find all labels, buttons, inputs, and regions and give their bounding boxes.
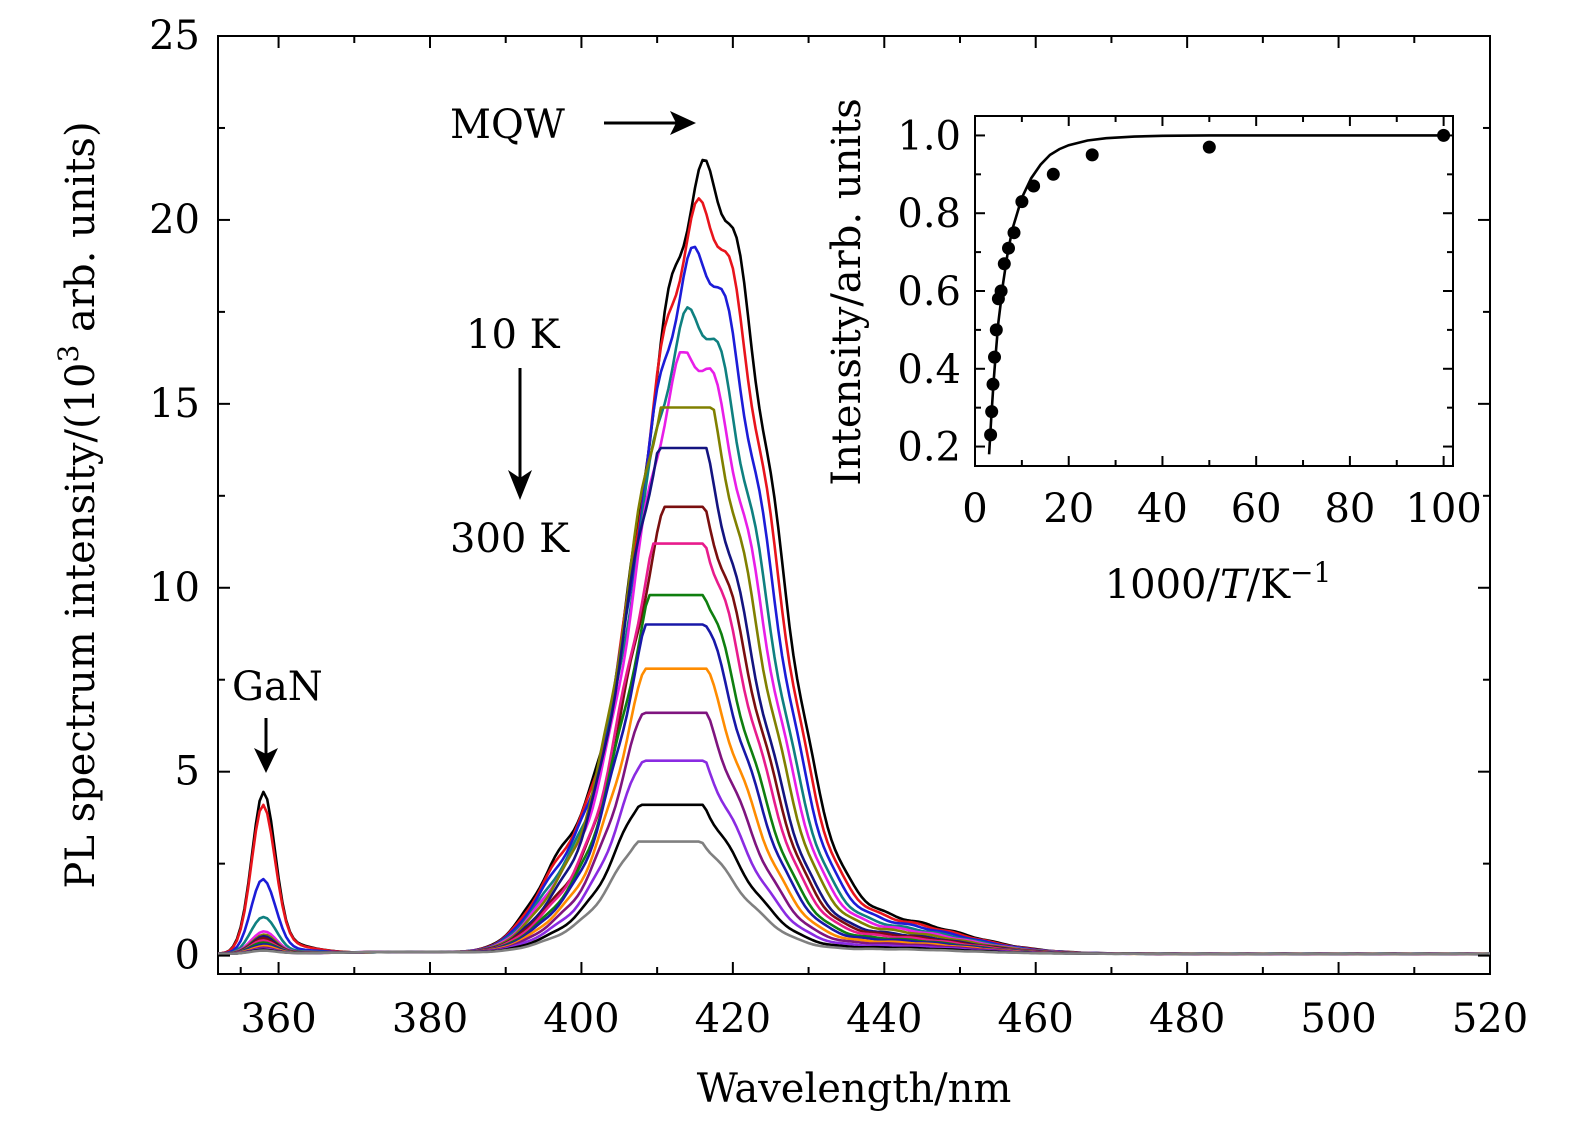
inset-y-tick-label: 0.4 [897, 347, 961, 393]
main-x-tick-label: 420 [695, 996, 771, 1042]
spectrum-line-120k [217, 446, 1490, 956]
inset-data-point [1202, 140, 1216, 154]
inset-plot-frame [974, 115, 1454, 467]
main-y-tick-label: 0 [175, 933, 200, 979]
inset-data-point [1007, 226, 1021, 240]
main-y-axis-title-sup: 3 [52, 345, 85, 363]
temp-low-label: 300 K [450, 516, 570, 562]
spectrum-line-300k [218, 840, 1491, 956]
inset-x-axis-title: 1000/T/K−1 [1105, 556, 1332, 608]
inset-data-point [988, 350, 1001, 364]
inset-y-tick-label: 0.6 [897, 269, 961, 315]
main-y-tick-label: 25 [149, 13, 200, 59]
main-y-ticks: 0 5 10 15 20 25 [149, 13, 1490, 979]
inset-x-tick-label: 40 [1137, 486, 1188, 532]
inset-y-ticks: 0.2 0.4 0.6 0.8 1.0 [897, 113, 1453, 471]
inset-x-tick-label: 20 [1043, 486, 1094, 532]
main-y-axis-title: PL spectrum intensity/(103 arb. units) [52, 121, 104, 888]
inset-data-point [1002, 241, 1015, 255]
spectrum-line-180k [218, 593, 1490, 956]
inset-x-title-var: T [1220, 562, 1250, 608]
main-x-tick-label: 460 [998, 996, 1074, 1042]
main-x-tick-label: 400 [543, 996, 619, 1042]
inset-x-ticks: 0 20 40 60 80 100 [962, 116, 1482, 532]
inset-data-point [1085, 148, 1099, 162]
inset-y-tick-label: 0.2 [897, 425, 961, 471]
inset-x-tick-label: 60 [1231, 486, 1282, 532]
spectrum-line-100k [218, 406, 1490, 956]
main-y-tick-label: 20 [149, 197, 200, 243]
main-x-tick-label: 440 [846, 996, 922, 1042]
main-y-axis-title-main: PL spectrum intensity/(10 [58, 363, 104, 889]
inset-data-point [1015, 195, 1029, 209]
main-y-tick-label: 15 [149, 381, 200, 427]
main-x-ticks: 360 380 400 420 440 460 480 500 520 [239, 36, 1528, 1042]
inset-x-tick-label: 0 [962, 486, 987, 532]
inset-data-point [1027, 179, 1041, 193]
inset-chart: 0 20 40 60 80 100 0.20.40.60.81.0 1000/T/K−1 … [824, 98, 1482, 608]
main-x-tick-label: 500 [1300, 996, 1376, 1042]
main-y-tick-label: 5 [175, 749, 200, 795]
inset-data-point [984, 428, 998, 442]
inset-data-point [997, 257, 1011, 271]
inset-y-tick-label: 1.0 [897, 113, 961, 159]
temp-arrow [508, 368, 532, 500]
inset-y-axis-title: Intensity/arb. units [824, 98, 870, 485]
main-series-group [217, 158, 1491, 956]
main-y-axis-title-tail: arb. units) [58, 121, 104, 344]
main-x-tick-label: 520 [1452, 996, 1528, 1042]
main-x-axis-title: Wavelength/nm [697, 1066, 1012, 1112]
inset-x-tick-label: 100 [1405, 486, 1481, 532]
inset-y-tick-label: 0.8 [897, 191, 961, 237]
main-x-tick-label: 480 [1149, 996, 1225, 1042]
inset-data-point [985, 405, 999, 419]
mqw-arrow [604, 111, 696, 135]
inset-x-title-post: /K [1247, 562, 1291, 608]
main-x-tick-label: 380 [392, 996, 468, 1042]
inset-data-point [989, 323, 1003, 337]
gan-arrow [254, 718, 278, 773]
temp-high-label: 10 K [466, 312, 561, 358]
gan-label: GaN [232, 664, 323, 710]
inset-x-title-pre: 1000/ [1105, 562, 1221, 608]
mqw-label: MQW [450, 102, 565, 148]
main-x-tick-label: 360 [240, 996, 316, 1042]
inset-x-tick-label: 80 [1324, 486, 1375, 532]
main-plot-frame [217, 35, 1491, 975]
inset-x-title-sup: −1 [1290, 556, 1331, 589]
inset-data-point [986, 377, 1000, 391]
main-y-tick-label: 10 [149, 565, 200, 611]
inset-data-point [1046, 167, 1060, 181]
inset-data-point [994, 284, 1008, 298]
